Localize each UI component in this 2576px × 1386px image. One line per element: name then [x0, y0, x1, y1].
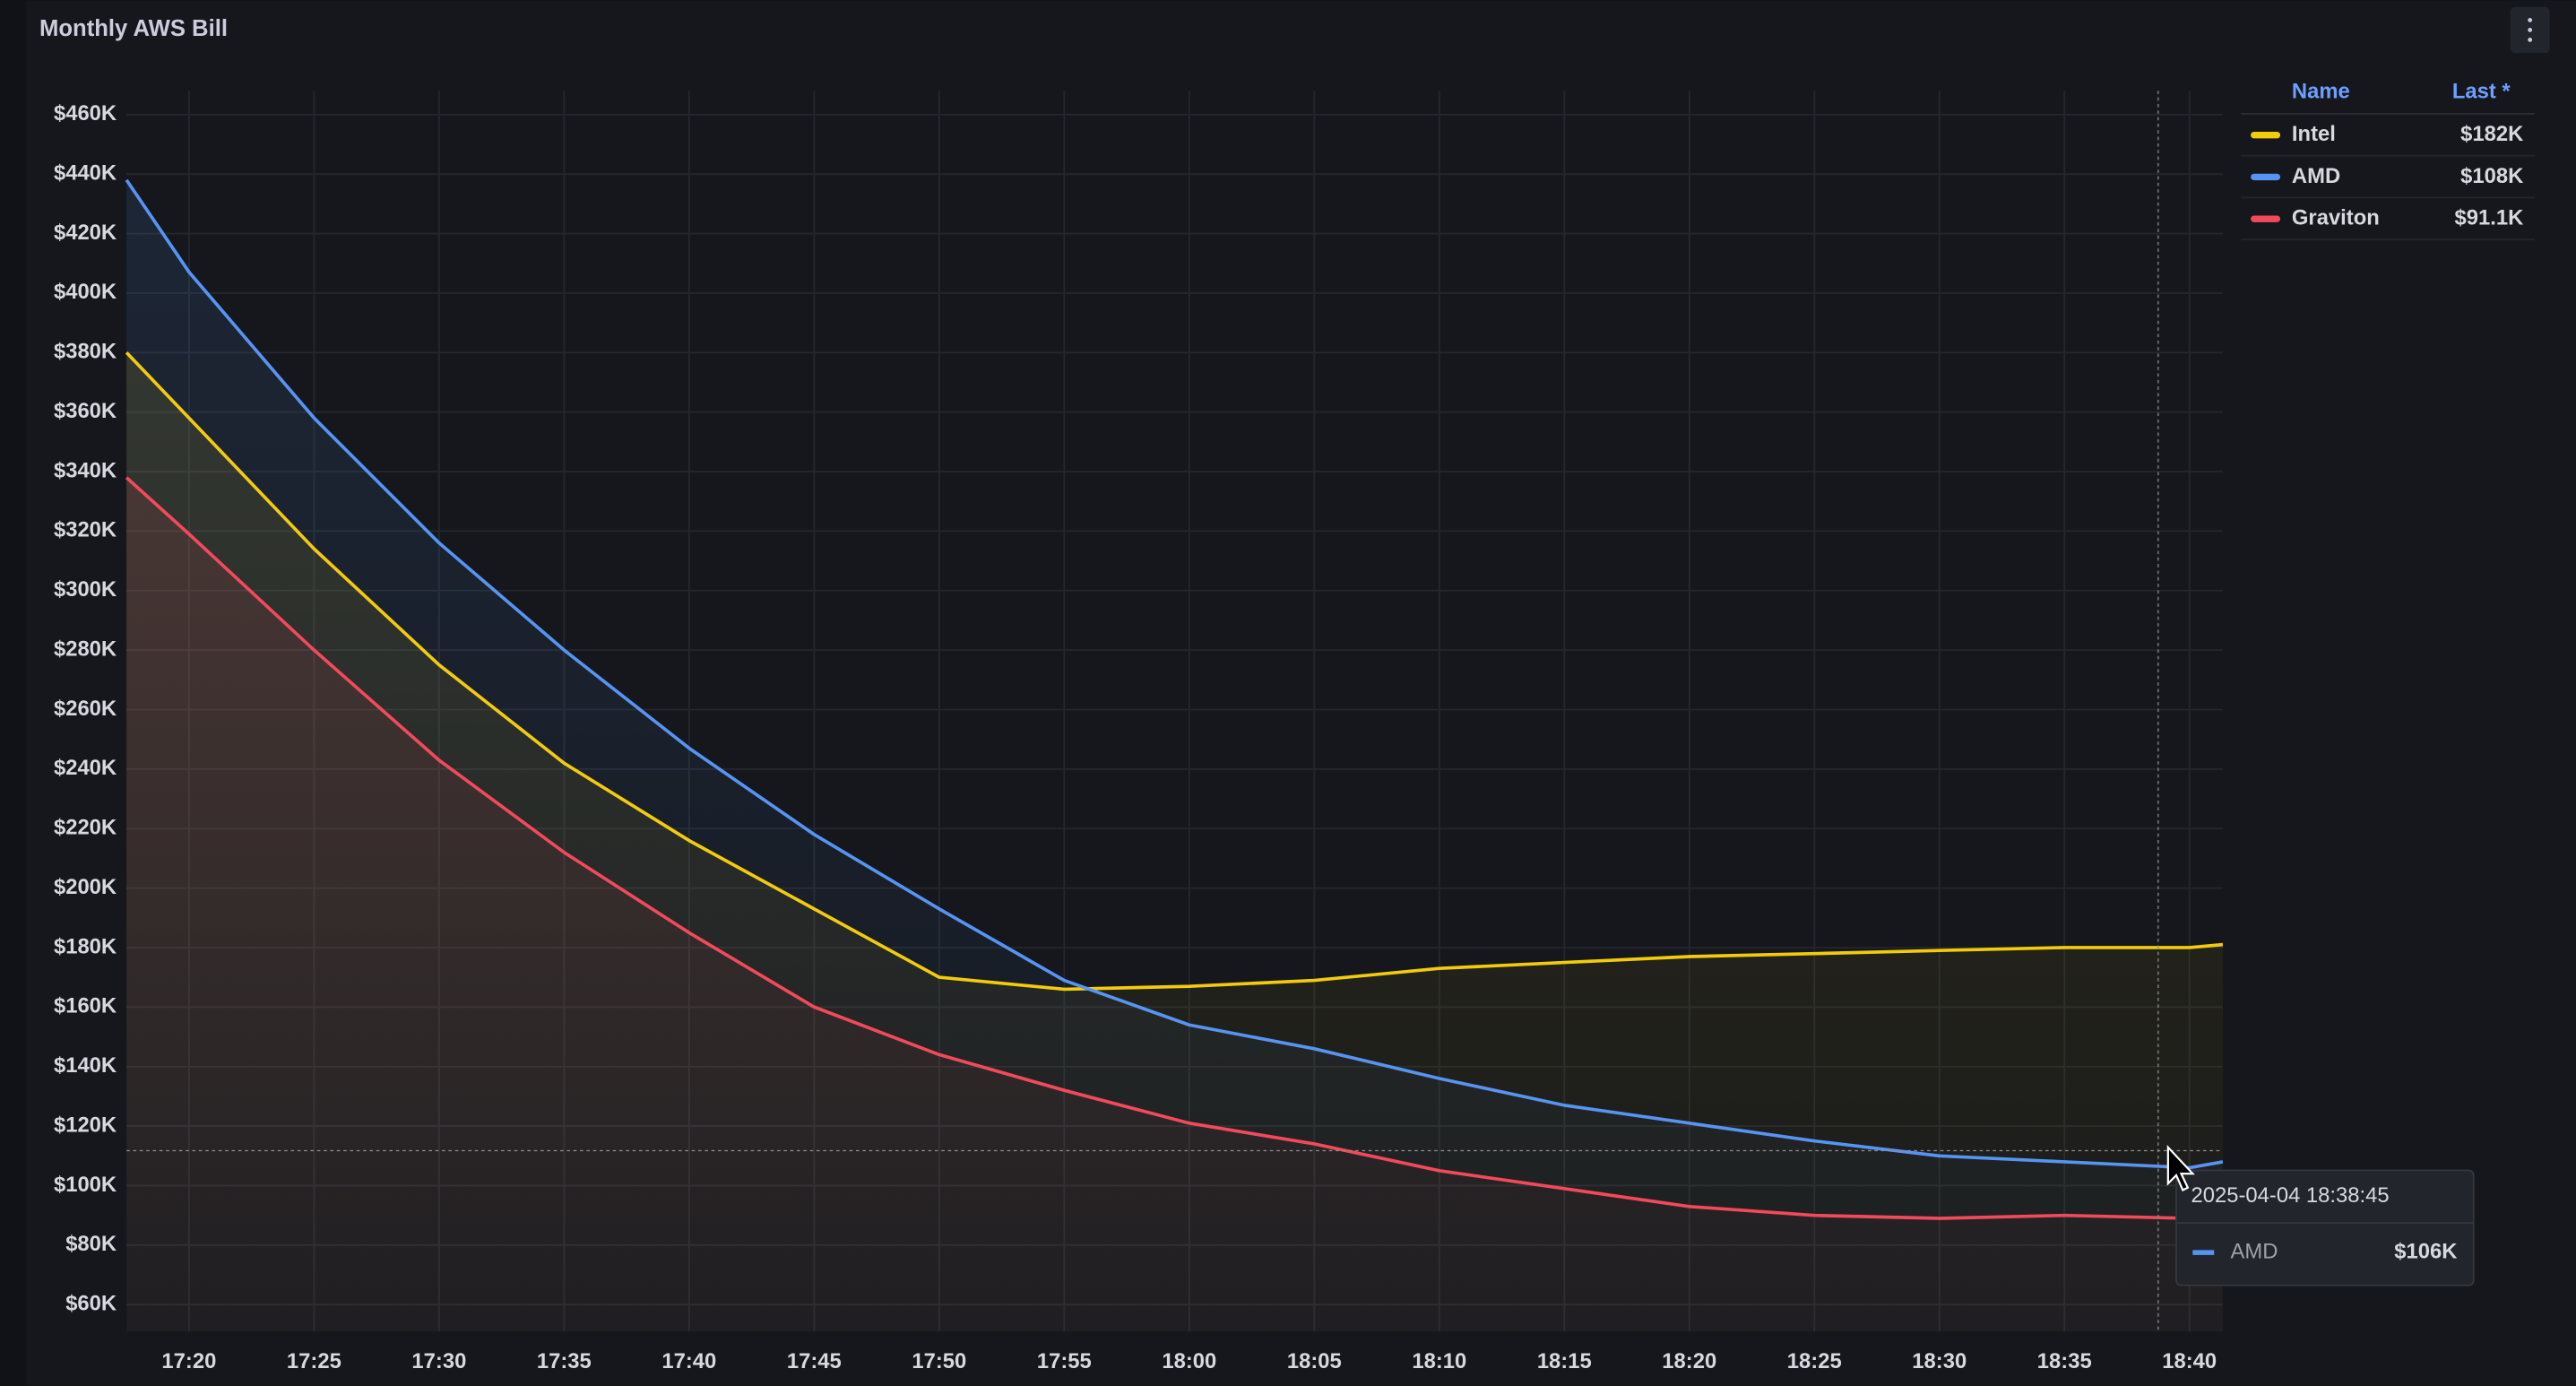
lines — [125, 178, 2224, 1220]
x-tick-label: 18:10 — [1412, 1349, 1466, 1373]
y-tick-label: $140K — [54, 1053, 117, 1078]
x-tick-label: 17:35 — [537, 1349, 592, 1373]
y-tick-label: $380K — [54, 340, 117, 364]
x-tick-label: 18:00 — [1162, 1349, 1216, 1373]
legend: Name Last * Intel $182K AMD $108K Graviton $91.… — [2241, 79, 2536, 241]
legend-header[interactable]: Last * — [2452, 79, 2511, 103]
x-tick-label: 17:55 — [1037, 1349, 1092, 1373]
x-tick-label: 17:20 — [161, 1349, 216, 1373]
x-tick-label: 18:35 — [2037, 1349, 2092, 1373]
y-tick-label: $160K — [54, 994, 117, 1018]
axes: $60K $80K $100K $120K $140K $160K $180K $200K $2… — [54, 101, 2217, 1373]
hover-overlay: 2025-04-04 18:38:45 AMD $106K — [126, 91, 2475, 1332]
legend-name[interactable]: Graviton — [2292, 206, 2380, 230]
x-tick-label: 17:50 — [912, 1349, 966, 1373]
series-line — [125, 351, 2224, 992]
areas — [126, 179, 2223, 1332]
y-tick-label: $360K — [54, 399, 117, 423]
legend-last: $182K — [2460, 122, 2523, 146]
y-tick-label: $340K — [54, 458, 117, 482]
legend-name[interactable]: AMD — [2292, 164, 2340, 188]
y-tick-label: $440K — [54, 160, 117, 185]
tooltip-value: $106K — [2394, 1239, 2457, 1263]
x-tick-label: 17:30 — [411, 1349, 466, 1373]
y-tick-label: $120K — [54, 1113, 117, 1137]
y-tick-label: $100K — [54, 1173, 117, 1197]
menu-dot — [2528, 18, 2533, 22]
y-tick-label: $460K — [54, 101, 117, 126]
tooltip-series: AMD — [2231, 1239, 2278, 1263]
y-tick-label: $60K — [65, 1292, 117, 1316]
x-tick-label: 17:45 — [787, 1349, 842, 1373]
y-tick-label: $180K — [54, 934, 117, 958]
y-tick-label: $240K — [54, 756, 117, 780]
y-tick-label: $80K — [65, 1232, 117, 1256]
y-tick-label: $320K — [54, 518, 117, 542]
tooltip-box — [2175, 1169, 2475, 1286]
panel-title: Monthly AWS Bill — [39, 16, 228, 41]
y-tick-label: $300K — [54, 577, 117, 602]
menu-dot — [2528, 28, 2533, 32]
y-tick-label: $400K — [54, 280, 117, 304]
y-tick-label: $260K — [54, 697, 117, 721]
series-line — [125, 476, 2224, 1220]
x-tick-label: 18:25 — [1787, 1349, 1842, 1373]
y-tick-label: $420K — [54, 221, 117, 245]
legend-name[interactable]: Intel — [2292, 122, 2336, 146]
x-tick-label: 17:25 — [287, 1349, 341, 1373]
x-tick-label: 18:05 — [1287, 1349, 1342, 1373]
y-tick-label: $200K — [54, 875, 117, 899]
series-line — [125, 178, 2224, 1170]
mouse-cursor — [2166, 1145, 2195, 1191]
x-tick-label: 18:30 — [1912, 1349, 1967, 1373]
x-tick-label: 18:15 — [1537, 1349, 1592, 1373]
x-tick-label: 18:20 — [1662, 1349, 1716, 1373]
panel-menu[interactable] — [2510, 6, 2550, 54]
series-area — [126, 477, 2223, 1332]
legend-header[interactable]: Name — [2292, 79, 2350, 103]
legend-last: $91.1K — [2455, 206, 2524, 230]
x-tick-label: 17:40 — [661, 1349, 716, 1373]
menu-dot — [2528, 38, 2533, 42]
y-tick-label: $280K — [54, 637, 117, 661]
tooltip-time: 2025-04-04 18:38:45 — [2191, 1183, 2390, 1208]
y-tick-label: $220K — [54, 816, 117, 840]
x-tick-label: 18:40 — [2162, 1349, 2217, 1373]
legend-last: $108K — [2460, 164, 2523, 188]
